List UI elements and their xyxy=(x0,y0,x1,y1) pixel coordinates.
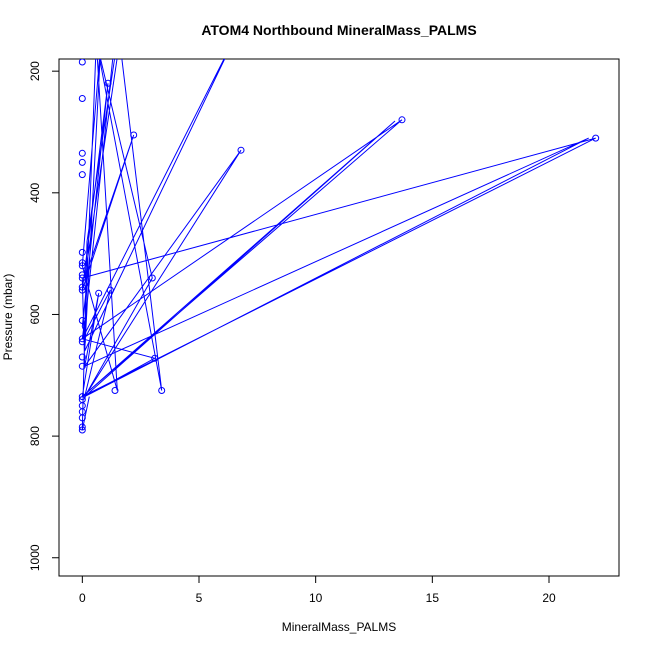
data-point xyxy=(104,79,112,87)
data-point xyxy=(78,353,86,361)
data-point xyxy=(78,259,86,267)
chart-title: ATOM4 Northbound MineralMass_PALMS xyxy=(201,22,476,38)
data-point xyxy=(592,134,600,142)
x-tick-label: 5 xyxy=(196,591,203,605)
data-point xyxy=(78,335,86,343)
data-point xyxy=(78,402,86,410)
y-axis-label: Pressure (mbar) xyxy=(1,274,15,361)
series-line xyxy=(81,59,596,431)
data-point xyxy=(78,317,86,324)
data-point xyxy=(78,158,86,166)
y-axis: 200 400 600 800 1000 xyxy=(28,61,60,571)
data-point xyxy=(95,289,103,297)
data-point xyxy=(78,59,86,66)
plot-frame xyxy=(58,58,620,577)
x-tick-label: 20 xyxy=(542,591,556,605)
plot-area xyxy=(78,59,600,434)
x-axis-label: MineralMass_PALMS xyxy=(282,620,396,634)
x-tick-label: 15 xyxy=(426,591,440,605)
data-point xyxy=(78,271,86,279)
data-point xyxy=(78,393,86,401)
data-point xyxy=(78,274,86,282)
data-point xyxy=(78,414,86,422)
data-point xyxy=(158,387,166,394)
data-point xyxy=(78,423,86,431)
data-point xyxy=(78,283,86,291)
data-point xyxy=(78,95,86,102)
y-tick-label: 800 xyxy=(28,426,42,446)
y-tick-label: 200 xyxy=(28,61,42,81)
y-tick-label: 600 xyxy=(28,304,42,324)
data-point xyxy=(398,116,406,124)
x-tick-label: 10 xyxy=(309,591,323,605)
data-point xyxy=(78,171,86,179)
x-tick-label: 0 xyxy=(79,591,86,605)
data-point xyxy=(151,354,159,362)
data-point xyxy=(237,146,245,154)
data-point xyxy=(111,387,119,394)
data-point xyxy=(78,426,86,434)
data-point xyxy=(78,338,86,346)
y-tick-label: 1000 xyxy=(28,544,42,571)
marker-layer xyxy=(78,59,600,434)
data-point xyxy=(78,286,86,294)
data-point xyxy=(78,262,86,270)
series-layer xyxy=(81,59,596,431)
data-point xyxy=(130,131,138,139)
data-point xyxy=(78,248,86,256)
data-point xyxy=(148,274,156,282)
x-axis: 0 5 10 15 20 xyxy=(79,575,556,605)
data-point xyxy=(78,149,86,157)
data-point xyxy=(78,362,86,370)
y-tick-label: 400 xyxy=(28,182,42,202)
data-point xyxy=(106,286,114,294)
